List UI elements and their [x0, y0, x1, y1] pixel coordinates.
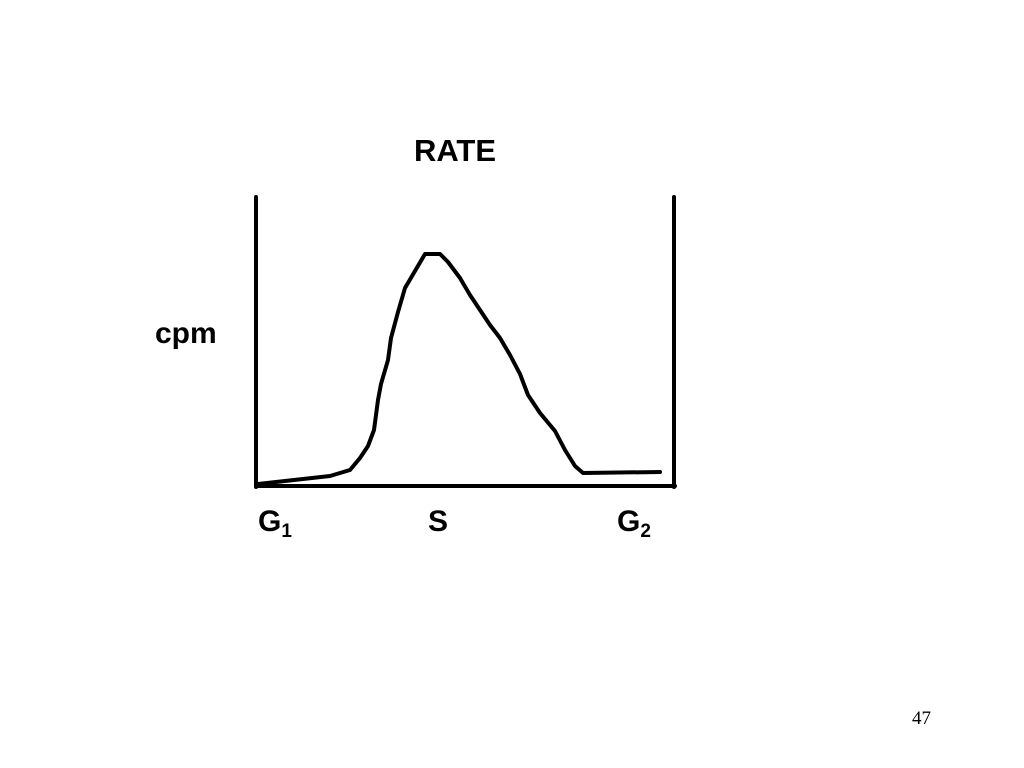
- x-label: G2: [617, 505, 651, 542]
- x-label: S: [428, 507, 448, 537]
- subscript: 1: [281, 521, 292, 542]
- subscript: 2: [640, 521, 651, 542]
- rate-curve: [256, 252, 662, 486]
- title: RATE: [413, 133, 497, 168]
- label-text: S: [428, 505, 449, 538]
- x-label: G1: [258, 505, 292, 542]
- page-number: 47: [912, 708, 931, 729]
- y-label: cpm: [155, 317, 217, 350]
- label-text: G: [258, 505, 282, 538]
- label-text: G: [617, 505, 641, 538]
